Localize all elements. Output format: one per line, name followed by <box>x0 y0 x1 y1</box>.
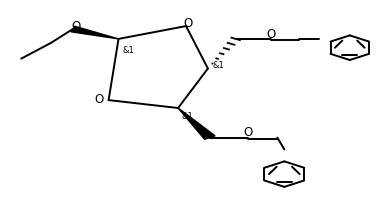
Polygon shape <box>71 26 119 39</box>
Text: O: O <box>94 92 104 106</box>
Text: O: O <box>243 126 252 140</box>
Text: O: O <box>183 17 192 30</box>
Text: &1: &1 <box>122 46 134 55</box>
Text: &1: &1 <box>213 61 224 70</box>
Text: O: O <box>267 28 276 41</box>
Text: &1: &1 <box>182 112 194 121</box>
Polygon shape <box>178 108 215 139</box>
Text: O: O <box>71 20 80 32</box>
